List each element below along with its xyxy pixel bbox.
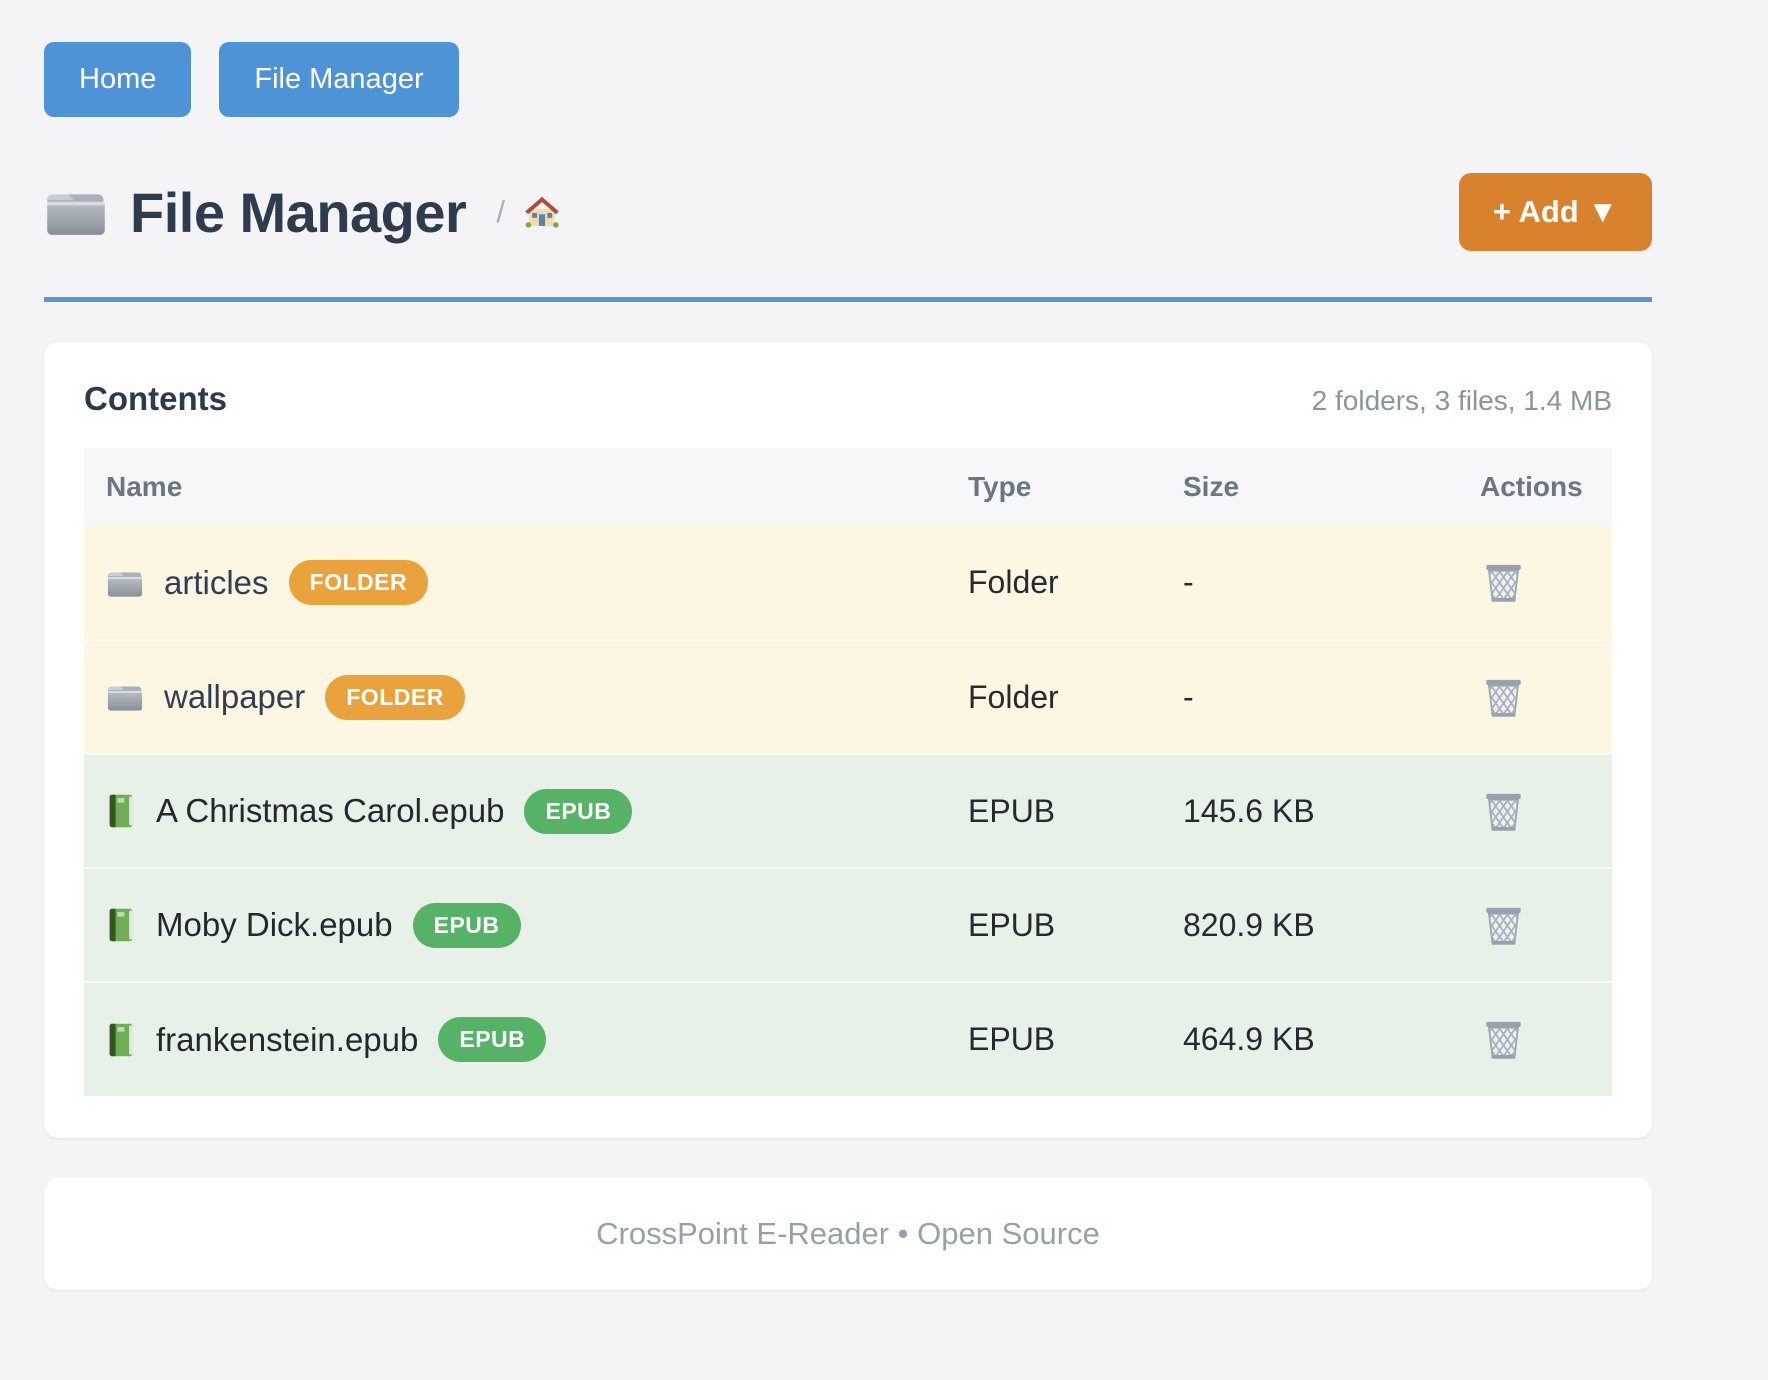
row-type: Folder [968,526,1183,640]
trash-icon [1480,1018,1527,1061]
column-header-type: Type [968,448,1183,526]
folder-icon [106,681,144,713]
page-title: File Manager [130,180,467,244]
table-header-row: Name Type Size Actions [84,448,1612,526]
delete-button[interactable] [1480,561,1527,604]
trash-icon [1480,904,1527,947]
page-header: File Manager / + Add ▼ [44,173,1652,251]
home-icon[interactable] [521,192,563,232]
contents-card: Contents 2 folders, 3 files, 1.4 MB Name… [44,342,1652,1138]
row-name[interactable]: wallpaper [164,678,306,715]
home-button[interactable]: Home [44,42,192,117]
table-row: frankenstein.epub EPUB EPUB 464.9 KB [84,981,1612,1096]
row-size: - [1183,526,1466,640]
row-size: 820.9 KB [1183,867,1466,982]
contents-summary: 2 folders, 3 files, 1.4 MB [1311,385,1612,416]
column-header-actions: Actions [1466,448,1612,526]
row-name[interactable]: Moby Dick.epub [156,906,393,943]
folder-icon [106,567,144,599]
breadcrumb: / [496,192,563,232]
breadcrumb-separator: / [496,194,505,229]
column-header-size: Size [1183,448,1466,526]
row-size: - [1183,639,1466,754]
green-book-icon [106,1022,136,1058]
row-type: EPUB [968,981,1183,1096]
trash-icon [1480,561,1527,604]
row-type: EPUB [968,867,1183,982]
row-type: EPUB [968,753,1183,868]
row-badge: EPUB [524,788,633,834]
row-size: 145.6 KB [1183,753,1466,868]
delete-button[interactable] [1480,676,1527,719]
delete-button[interactable] [1480,1018,1527,1061]
row-name[interactable]: A Christmas Carol.epub [156,792,505,829]
table-row: articles FOLDER Folder - [84,526,1612,640]
footer: CrossPoint E-Reader • Open Source [44,1178,1652,1290]
contents-heading: Contents [84,380,227,417]
row-size: 464.9 KB [1183,981,1466,1096]
row-type: Folder [968,639,1183,754]
file-manager-button[interactable]: File Manager [219,42,459,117]
add-button[interactable]: + Add ▼ [1458,173,1652,251]
title-divider [44,297,1652,302]
footer-text: CrossPoint E-Reader • Open Source [596,1216,1100,1251]
table-row: A Christmas Carol.epub EPUB EPUB 145.6 K… [84,753,1612,868]
row-name[interactable]: frankenstein.epub [156,1020,419,1058]
row-badge: FOLDER [288,560,429,605]
contents-table: Name Type Size Actions articles FOLDER [84,448,1612,1096]
green-book-icon [106,907,136,943]
row-badge: FOLDER [325,674,465,720]
column-header-name: Name [84,448,968,526]
row-badge: EPUB [438,1017,547,1062]
top-nav: Home File Manager [44,42,1652,117]
green-book-icon [106,793,136,829]
table-row: wallpaper FOLDER Folder - [84,639,1612,754]
row-badge: EPUB [412,902,521,948]
delete-button[interactable] [1480,790,1527,833]
row-name[interactable]: articles [164,563,269,601]
delete-button[interactable] [1480,904,1527,947]
table-row: Moby Dick.epub EPUB EPUB 820.9 KB [84,867,1612,982]
trash-icon [1480,790,1527,833]
trash-icon [1480,676,1527,719]
contents-table-body: articles FOLDER Folder - wallpaper [84,526,1612,1096]
folder-icon [44,185,108,239]
